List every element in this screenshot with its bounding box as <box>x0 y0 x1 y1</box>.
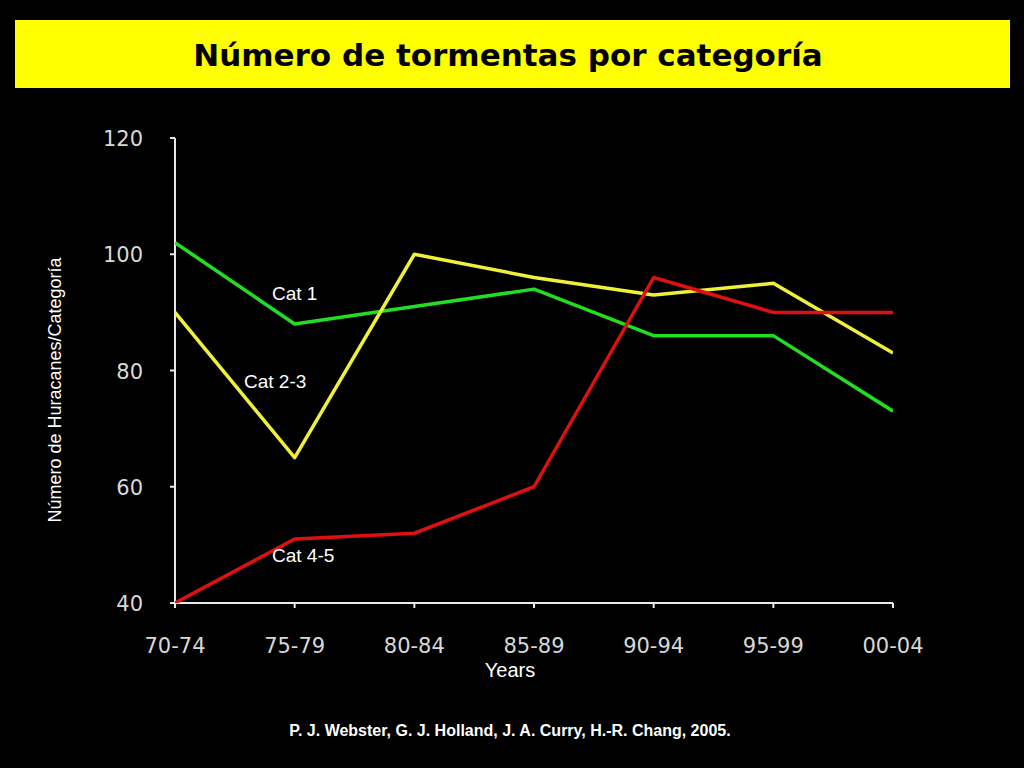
series-label: Cat 2-3 <box>244 371 306 392</box>
series-line <box>175 254 893 457</box>
x-tick-label: 95-99 <box>743 634 804 658</box>
x-tick <box>413 603 415 608</box>
y-tick-label: 80 <box>116 360 143 384</box>
series-line <box>175 243 893 412</box>
x-tick <box>653 603 655 608</box>
series-label: Cat 4-5 <box>272 545 334 566</box>
x-tick-label: 85-89 <box>503 634 564 658</box>
x-axis-label: Years <box>485 659 535 681</box>
y-tick-label: 40 <box>116 592 143 616</box>
x-tick <box>772 603 774 608</box>
x-tick-label: 75-79 <box>264 634 325 658</box>
y-tick-label: 60 <box>116 476 143 500</box>
series-label: Cat 1 <box>272 283 317 304</box>
chart-root: Número de tormentas por categoría 40 60 80 1… <box>0 0 1024 768</box>
x-tick <box>533 603 535 608</box>
y-tick <box>170 486 175 488</box>
y-tick <box>170 370 175 372</box>
title: Número de tormentas por categoría <box>193 37 823 73</box>
x-tick-label: 90-94 <box>623 634 684 658</box>
y-tick <box>170 137 175 139</box>
x-tick-label: 70-74 <box>144 634 205 658</box>
y-tick-label: 120 <box>103 127 143 151</box>
chart: Número de tormentas por categoría 40 60 80 1… <box>0 0 1024 768</box>
plot-area <box>175 243 893 603</box>
y-tick <box>170 253 175 255</box>
x-tick-label: 00-04 <box>862 634 923 658</box>
source: P. J. Webster, G. J. Holland, J. A. Curr… <box>289 722 730 739</box>
x-tick <box>174 603 176 608</box>
y-tick-label: 100 <box>103 243 143 267</box>
y-axis-label: Número de Huracanes/Categoría <box>45 256 65 522</box>
title-bar <box>15 20 1010 88</box>
series-line <box>175 278 893 604</box>
background <box>0 0 1024 768</box>
x-tick <box>294 603 296 608</box>
x-tick <box>892 603 894 608</box>
x-tick-label: 80-84 <box>384 634 445 658</box>
